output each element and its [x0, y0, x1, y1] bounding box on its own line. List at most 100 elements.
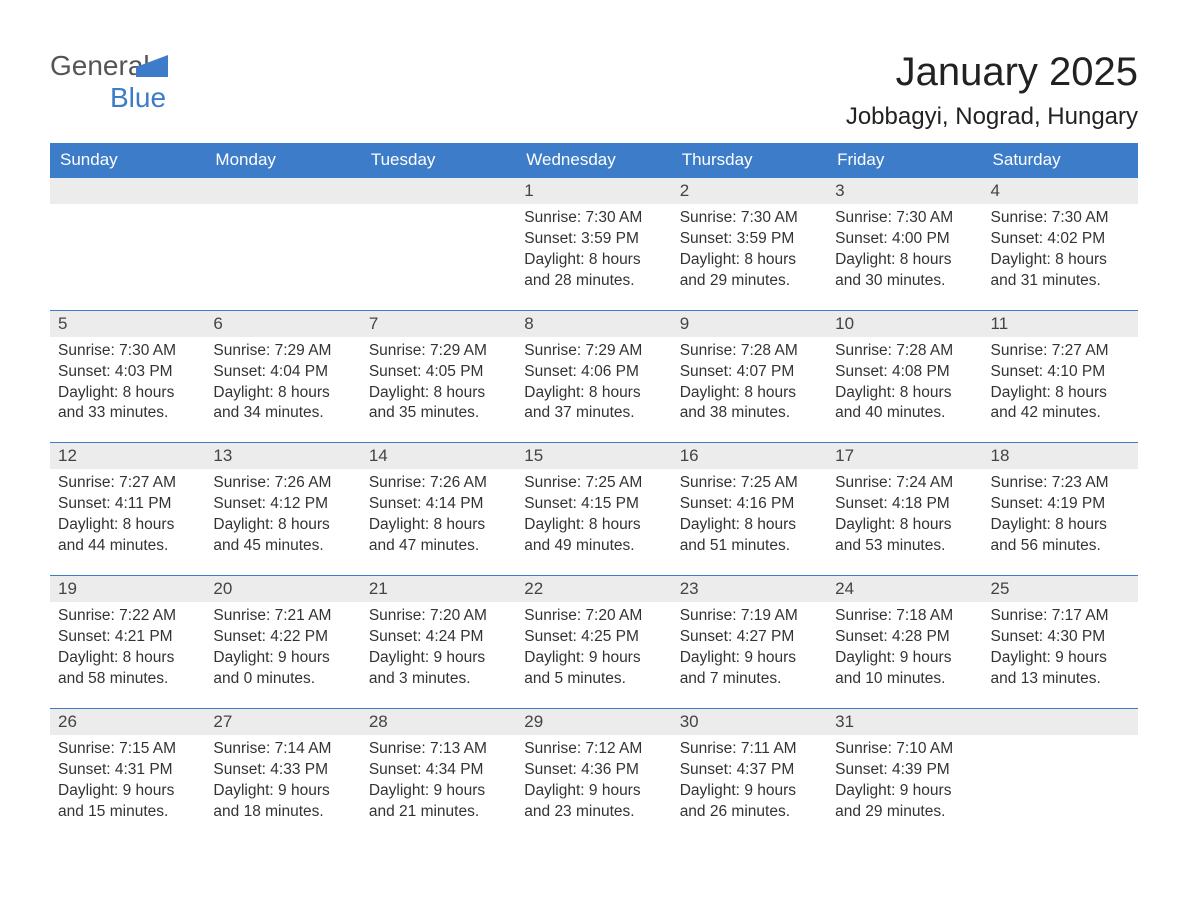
daylight-minutes: 45 [244, 537, 261, 554]
and-word: and [213, 670, 243, 687]
sunset-line: Sunset: 4:10 PM [991, 362, 1130, 383]
day-detail: Sunrise: 7:12 AMSunset: 4:36 PMDaylight:… [516, 735, 671, 823]
sunset-line: Sunset: 4:28 PM [835, 627, 974, 648]
day-detail: Sunrise: 7:13 AMSunset: 4:34 PMDaylight:… [361, 735, 516, 823]
sunrise-label: Sunrise: [835, 209, 896, 226]
minutes-word: minutes. [416, 404, 479, 421]
daylight-minutes: 56 [1021, 537, 1038, 554]
week-row: 12Sunrise: 7:27 AMSunset: 4:11 PMDayligh… [50, 442, 1138, 575]
day-cell: 12Sunrise: 7:27 AMSunset: 4:11 PMDayligh… [50, 443, 205, 557]
sunset-value: 4:06 PM [581, 363, 639, 380]
sunset-line: Sunset: 4:08 PM [835, 362, 974, 383]
sunrise-label: Sunrise: [369, 740, 430, 757]
sunset-line: Sunset: 4:16 PM [680, 494, 819, 515]
sunrise-label: Sunrise: [369, 474, 430, 491]
minutes-word: minutes. [1038, 537, 1101, 554]
hours-word: hours [753, 251, 796, 268]
hours-word: hours [442, 516, 485, 533]
daylight-hours: 8 [744, 251, 753, 268]
day-number: 25 [983, 576, 1138, 602]
day-detail: Sunrise: 7:21 AMSunset: 4:22 PMDaylight:… [205, 602, 360, 690]
daylight-line-1: Daylight: 8 hours [524, 383, 663, 404]
day-number: 17 [827, 443, 982, 469]
hours-word: hours [908, 782, 951, 799]
daylight-line-2: and 37 minutes. [524, 403, 663, 424]
sunrise-line: Sunrise: 7:27 AM [991, 341, 1130, 362]
day-detail: Sunrise: 7:29 AMSunset: 4:05 PMDaylight:… [361, 337, 516, 425]
daylight-line-1: Daylight: 8 hours [835, 515, 974, 536]
minutes-word: minutes. [883, 272, 946, 289]
day-number: 24 [827, 576, 982, 602]
sunset-line: Sunset: 4:14 PM [369, 494, 508, 515]
day-detail: Sunrise: 7:20 AMSunset: 4:25 PMDaylight:… [516, 602, 671, 690]
sunrise-value: 7:19 AM [741, 607, 798, 624]
and-word: and [835, 803, 865, 820]
daylight-line-2: and 29 minutes. [835, 802, 974, 823]
and-word: and [835, 272, 865, 289]
sunrise-line: Sunrise: 7:20 AM [524, 606, 663, 627]
sunset-line: Sunset: 4:04 PM [213, 362, 352, 383]
day-cell: 31Sunrise: 7:10 AMSunset: 4:39 PMDayligh… [827, 709, 982, 823]
day-number: 26 [50, 709, 205, 735]
day-cell: 7Sunrise: 7:29 AMSunset: 4:05 PMDaylight… [361, 311, 516, 425]
sunrise-line: Sunrise: 7:28 AM [680, 341, 819, 362]
daylight-line-2: and 21 minutes. [369, 802, 508, 823]
minutes-word: minutes. [727, 537, 790, 554]
minutes-word: minutes. [718, 670, 781, 687]
day-detail: Sunrise: 7:30 AMSunset: 4:02 PMDaylight:… [983, 204, 1138, 292]
sunset-line: Sunset: 4:21 PM [58, 627, 197, 648]
sunset-line: Sunset: 4:07 PM [680, 362, 819, 383]
sunrise-line: Sunrise: 7:20 AM [369, 606, 508, 627]
minutes-word: minutes. [727, 404, 790, 421]
sunrise-line: Sunrise: 7:15 AM [58, 739, 197, 760]
daylight-line-1: Daylight: 8 hours [991, 383, 1130, 404]
day-number: 15 [516, 443, 671, 469]
sunrise-value: 7:29 AM [430, 342, 487, 359]
weekday-header: Thursday [672, 143, 827, 177]
day-cell: 17Sunrise: 7:24 AMSunset: 4:18 PMDayligh… [827, 443, 982, 557]
day-number: 27 [205, 709, 360, 735]
daylight-minutes: 21 [399, 803, 416, 820]
daylight-line-1: Daylight: 9 hours [524, 648, 663, 669]
sunset-value: 4:22 PM [270, 628, 328, 645]
day-detail: Sunrise: 7:18 AMSunset: 4:28 PMDaylight:… [827, 602, 982, 690]
sunset-label: Sunset: [58, 363, 115, 380]
sunset-label: Sunset: [835, 230, 892, 247]
minutes-word: minutes. [563, 670, 626, 687]
day-cell: 21Sunrise: 7:20 AMSunset: 4:24 PMDayligh… [361, 576, 516, 690]
daylight-line-1: Daylight: 8 hours [835, 250, 974, 271]
hours-word: hours [287, 516, 330, 533]
weekday-header: Saturday [983, 143, 1138, 177]
day-cell: 4Sunrise: 7:30 AMSunset: 4:02 PMDaylight… [983, 178, 1138, 292]
hours-word: hours [131, 782, 174, 799]
day-cell: 16Sunrise: 7:25 AMSunset: 4:16 PMDayligh… [672, 443, 827, 557]
day-detail: Sunrise: 7:27 AMSunset: 4:11 PMDaylight:… [50, 469, 205, 557]
hours-word: hours [131, 649, 174, 666]
day-number: 1 [516, 178, 671, 204]
day-number: 14 [361, 443, 516, 469]
sunset-value: 4:25 PM [581, 628, 639, 645]
daylight-label: Daylight: [213, 782, 278, 799]
day-detail: Sunrise: 7:24 AMSunset: 4:18 PMDaylight:… [827, 469, 982, 557]
minutes-word: minutes. [572, 537, 635, 554]
daylight-line-1: Daylight: 8 hours [213, 515, 352, 536]
daylight-line-1: Daylight: 8 hours [680, 383, 819, 404]
sunset-line: Sunset: 4:11 PM [58, 494, 197, 515]
sunset-value: 4:08 PM [892, 363, 950, 380]
daylight-hours: 9 [589, 649, 598, 666]
sunrise-label: Sunrise: [524, 342, 585, 359]
sunset-label: Sunset: [213, 761, 270, 778]
sunrise-line: Sunrise: 7:30 AM [524, 208, 663, 229]
sunrise-value: 7:18 AM [896, 607, 953, 624]
daylight-line-2: and 26 minutes. [680, 802, 819, 823]
day-cell [361, 178, 516, 292]
hours-word: hours [753, 649, 796, 666]
minutes-word: minutes. [883, 537, 946, 554]
daylight-line-2: and 58 minutes. [58, 669, 197, 690]
daylight-minutes: 51 [710, 537, 727, 554]
hours-word: hours [908, 649, 951, 666]
and-word: and [524, 537, 554, 554]
minutes-word: minutes. [883, 404, 946, 421]
daylight-minutes: 42 [1021, 404, 1038, 421]
day-number: 4 [983, 178, 1138, 204]
